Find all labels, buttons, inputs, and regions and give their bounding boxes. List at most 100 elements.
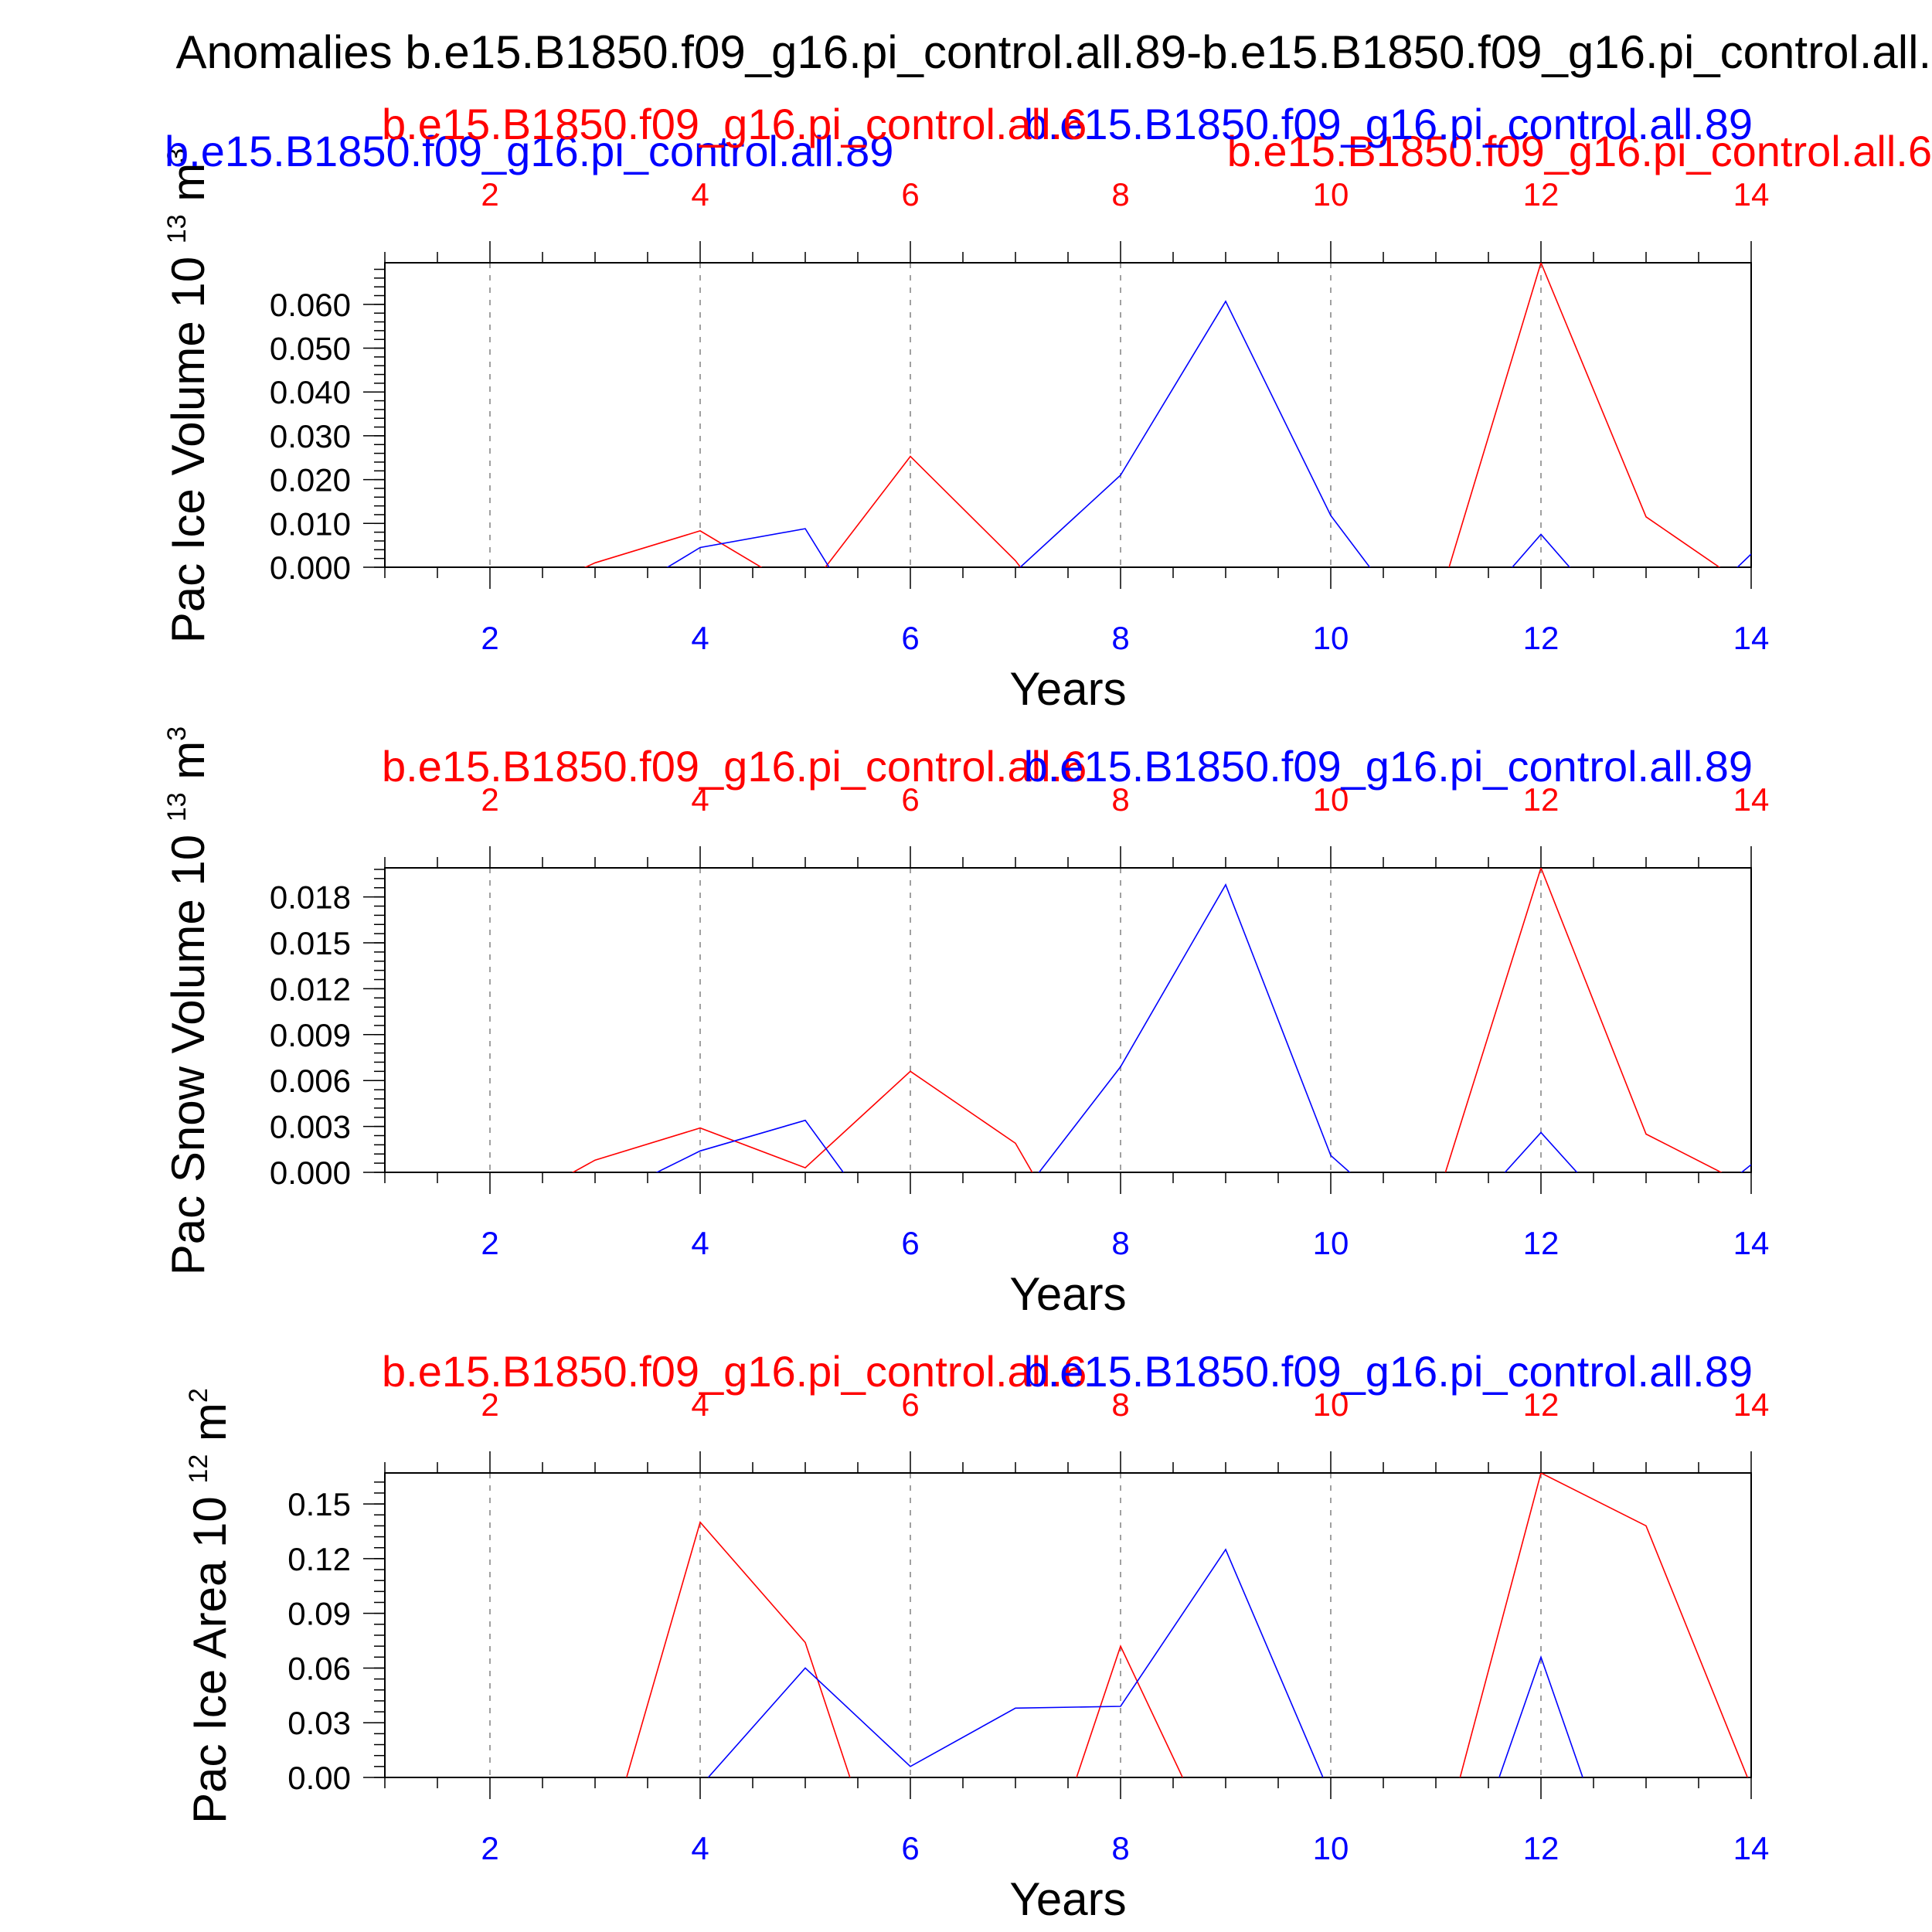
series-line-blue [666,300,1751,567]
panel-2: 0.000 0.003 0.006 0.009 0.012 0.015 0.018 2 2 4 4 6… [162,726,1770,1320]
x-tick-label-bottom: 8 [1111,620,1129,656]
y-tick-label: 0.006 [270,1063,351,1099]
x-tick-label-top: 2 [481,1386,498,1423]
y-axis-title: Pac Ice Volume 10 13 m3 [162,148,214,643]
y-tick-label: 0.050 [270,331,351,367]
y-axis-title-unit: m [184,1403,236,1454]
y-tick-label: 0.020 [270,462,351,498]
x-tick-label-top: 10 [1313,781,1349,818]
x-tick-label-bottom: 12 [1523,1225,1560,1261]
x-tick-label-bottom: 14 [1733,1830,1770,1866]
x-tick-label-top: 14 [1733,1386,1770,1423]
x-tick-label-top: 10 [1313,176,1349,213]
x-axis-title: Years [1009,1268,1126,1320]
x-axis-title: Years [1009,663,1126,715]
y-tick-label: 0.015 [270,925,351,961]
x-tick-label-bottom: 4 [691,1225,709,1261]
x-tick-label-top: 10 [1313,1386,1349,1423]
x-tick-label-top: 8 [1111,1386,1129,1423]
x-tick-label-top: 12 [1523,781,1560,818]
x-tick-label-top: 6 [901,1386,919,1423]
plot-frame [384,262,1752,568]
x-tick-label-bottom: 6 [901,1225,919,1261]
y-tick-label: 0.010 [270,505,351,542]
y-tick-label: 0.12 [287,1541,351,1577]
series-title-red: b.e15.B1850.f09_g16.pi_control.all.6 [1227,127,1932,175]
x-tick-label-bottom: 4 [691,620,709,656]
x-tick-label-bottom: 8 [1111,1830,1129,1866]
plot-frame [384,1472,1752,1778]
y-axis-title-exponent: 13 [162,792,192,821]
y-axis-title-unit-exponent: 3 [162,726,192,741]
x-tick-label-bottom: 10 [1313,620,1349,656]
x-axis-title: Years [1009,1873,1126,1925]
x-tick-label-top: 12 [1523,1386,1560,1423]
y-tick-label: 0.00 [287,1760,351,1796]
y-axis-title-unit-exponent: 2 [184,1388,213,1403]
y-tick-label: 0.000 [270,1155,351,1191]
y-tick-label: 0.15 [287,1486,351,1522]
series-title-blue: b.e15.B1850.f09_g16.pi_control.all.89 [1024,742,1753,791]
x-tick-label-bottom: 10 [1313,1830,1349,1866]
y-axis-title-unit-exponent: 3 [162,148,192,163]
x-tick-label-top: 4 [691,781,709,818]
x-tick-label-top: 2 [481,176,498,213]
x-tick-label-bottom: 4 [691,1830,709,1866]
y-tick-label: 0.09 [287,1596,351,1632]
main-title: Anomalies b.e15.B1850.f09_g16.pi_control… [175,26,1932,78]
series-title-red: b.e15.B1850.f09_g16.pi_control.all.6 [382,1347,1087,1396]
y-tick-label: 0.040 [270,374,351,410]
series-title-blue: b.e15.B1850.f09_g16.pi_control.all.89 [1024,100,1753,148]
series-title-red: b.e15.B1850.f09_g16.pi_control.all.6 [382,100,1087,148]
x-tick-label-bottom: 14 [1733,1225,1770,1261]
x-tick-label-bottom: 12 [1523,1830,1560,1866]
x-tick-label-bottom: 2 [481,620,498,656]
x-tick-label-bottom: 8 [1111,1225,1129,1261]
series-line-blue [655,883,1751,1172]
series-line-red [583,263,1721,567]
y-tick-label: 0.009 [270,1017,351,1053]
y-tick-label: 0.012 [270,971,351,1007]
y-axis-title-unit: m [162,163,214,215]
x-tick-label-bottom: 6 [901,620,919,656]
y-tick-label: 0.06 [287,1650,351,1686]
panels: 0.000 0.010 0.020 0.030 0.040 0.050 0.060 2 2 4 4 6… [162,100,1932,1925]
y-tick-label: 0.060 [270,287,351,323]
data-lines [583,263,1751,567]
x-tick-label-top: 2 [481,781,498,818]
x-tick-label-top: 14 [1733,781,1770,818]
series-line-red [571,868,1723,1172]
y-axis-title-text: Pac Snow Volume 10 [162,821,214,1275]
y-axis-title: Pac Snow Volume 10 13 m3 [162,726,214,1275]
y-tick-label: 0.003 [270,1109,351,1145]
x-tick-label-bottom: 2 [481,1830,498,1866]
y-axis-title-text: Pac Ice Area 10 [184,1484,236,1824]
y-axis-title: Pac Ice Area 10 12 m2 [184,1388,236,1824]
y-axis-title-unit: m [162,741,214,793]
x-tick-label-top: 4 [691,1386,709,1423]
x-tick-label-top: 8 [1111,781,1129,818]
y-axis-title-text: Pac Ice Volume 10 [162,243,214,643]
data-lines [571,868,1751,1172]
panel-1: 0.000 0.010 0.020 0.030 0.040 0.050 0.060 2 2 4 4 6… [162,100,1932,715]
x-tick-label-bottom: 12 [1523,620,1560,656]
y-tick-label: 0.000 [270,549,351,586]
panel-3: 0.00 0.03 0.06 0.09 0.12 0.15 2 2 4 4 6 6 8 8 10 10 12 12… [184,1347,1770,1925]
y-tick-label: 0.030 [270,418,351,454]
x-tick-label-bottom: 10 [1313,1225,1349,1261]
y-axis-title-exponent: 13 [162,214,192,243]
x-tick-label-top: 4 [691,176,709,213]
series-title-blue: b.e15.B1850.f09_g16.pi_control.all.89 [165,127,893,175]
series-title-blue: b.e15.B1850.f09_g16.pi_control.all.89 [1024,1347,1753,1396]
x-tick-label-top: 8 [1111,176,1129,213]
y-axis-title-exponent: 12 [184,1454,213,1484]
series-line-blue [707,1548,1583,1777]
x-tick-label-top: 6 [901,781,919,818]
x-tick-label-bottom: 6 [901,1830,919,1866]
x-tick-label-top: 6 [901,176,919,213]
series-title-red: b.e15.B1850.f09_g16.pi_control.all.6 [382,742,1087,791]
y-tick-label: 0.03 [287,1705,351,1741]
series-line-red [625,1473,1749,1777]
x-tick-label-top: 12 [1523,176,1560,213]
